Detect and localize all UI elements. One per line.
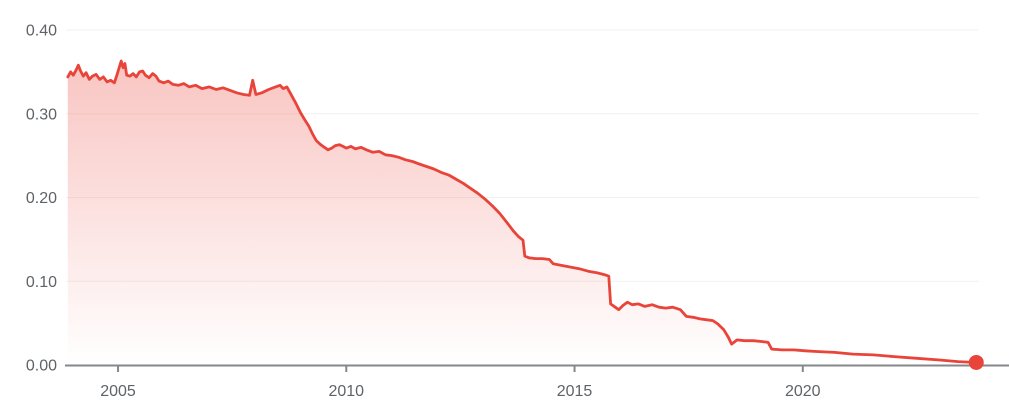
y-tick-label: 0.40 <box>26 23 57 40</box>
y-tick-label: 0.30 <box>26 106 57 123</box>
y-tick-label: 0.00 <box>26 358 57 375</box>
x-tick-label: 2010 <box>328 383 364 400</box>
x-tick-label: 2015 <box>557 383 593 400</box>
last-price-dot <box>968 354 984 370</box>
price-line <box>66 59 978 364</box>
y-tick-label: 0.20 <box>26 190 57 207</box>
x-tick-label: 2005 <box>100 383 136 400</box>
x-tick-label: 2020 <box>785 383 821 400</box>
price-area <box>67 61 977 365</box>
y-tick-label: 0.10 <box>26 274 57 291</box>
